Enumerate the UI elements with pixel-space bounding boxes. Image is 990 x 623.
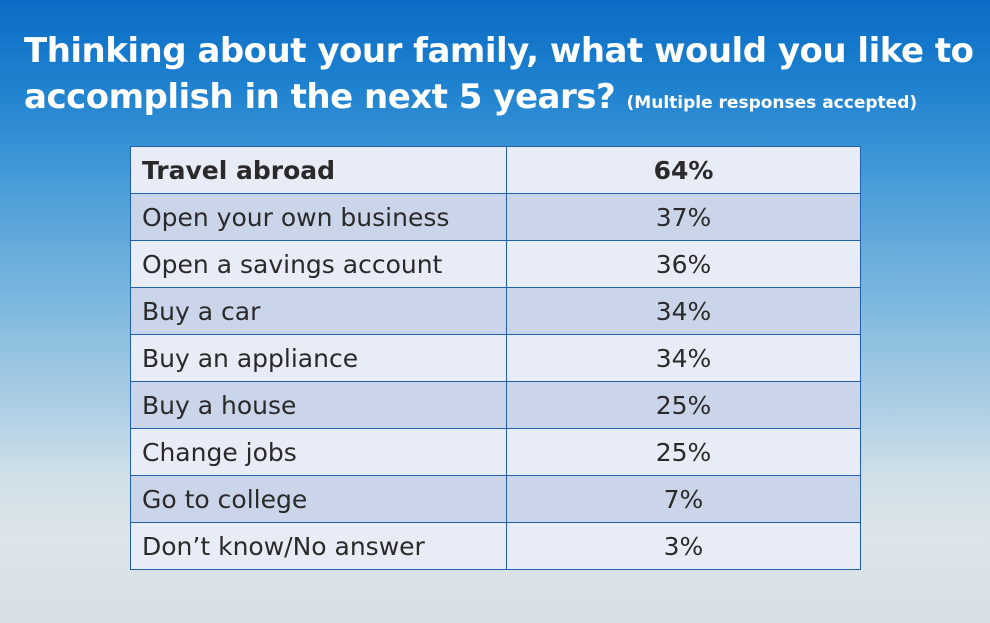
survey-results-table: Travel abroad 64% Open your own business 37… (130, 146, 861, 570)
row-label: Open your own business (130, 193, 507, 241)
row-label: Buy a car (130, 287, 507, 335)
title-note: (Multiple responses accepted) (626, 93, 918, 113)
table-row: Buy a house 25% (130, 381, 861, 429)
row-label: Go to college (130, 475, 507, 523)
table-row: Buy a car 34% (130, 287, 861, 335)
table-row: Buy an appliance 34% (130, 334, 861, 382)
row-value: 64% (506, 146, 861, 194)
row-label: Travel abroad (130, 146, 507, 194)
table-row: Open a savings account 36% (130, 240, 861, 288)
title-main: Thinking about your family, what would y… (24, 31, 974, 117)
survey-table-body: Travel abroad 64% Open your own business 37… (130, 146, 861, 570)
table-row: Change jobs 25% (130, 428, 861, 476)
row-label: Buy an appliance (130, 334, 507, 382)
row-value: 7% (506, 475, 861, 523)
row-value: 3% (506, 522, 861, 570)
row-value: 25% (506, 381, 861, 429)
row-label: Open a savings account (130, 240, 507, 288)
table-row: Don’t know/No answer 3% (130, 522, 861, 570)
row-value: 25% (506, 428, 861, 476)
row-value: 37% (506, 193, 861, 241)
row-value: 34% (506, 334, 861, 382)
row-value: 34% (506, 287, 861, 335)
row-label: Change jobs (130, 428, 507, 476)
row-label: Don’t know/No answer (130, 522, 507, 570)
row-label: Buy a house (130, 381, 507, 429)
table-row: Open your own business 37% (130, 193, 861, 241)
table-row: Travel abroad 64% (130, 146, 861, 194)
row-value: 36% (506, 240, 861, 288)
page-title: Thinking about your family, what would y… (24, 28, 974, 126)
table-row: Go to college 7% (130, 475, 861, 523)
